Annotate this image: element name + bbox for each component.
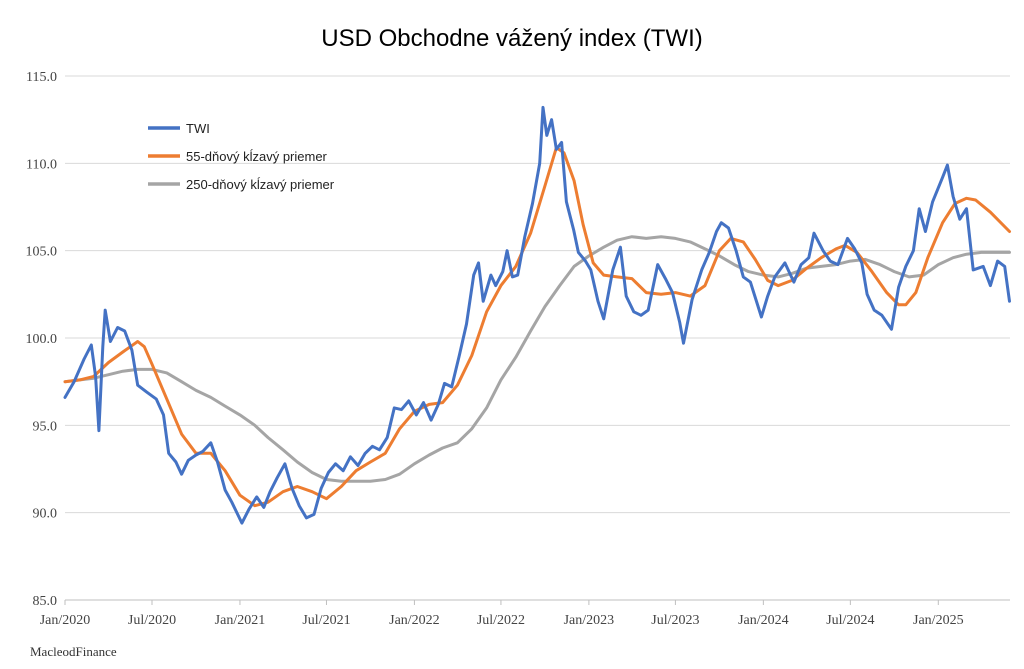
- legend-item-ma55: 55-dňový kĺzavý priemer: [148, 149, 328, 164]
- series-line-twi: [63, 105, 1011, 525]
- y-axis-ticks: 85.0 90.0 95.0 100.0 105.0 110.0 115.0: [26, 70, 58, 609]
- series-line-ma55: [63, 146, 1011, 508]
- y-tick-label: 95.0: [33, 419, 58, 434]
- x-tick-label: Jan/2021: [215, 613, 266, 628]
- chart-title: USD Obchodne vážený index (TWI): [321, 25, 702, 52]
- y-tick-label: 85.0: [33, 594, 58, 609]
- legend-label-ma250: 250-dňový kĺzavý priemer: [186, 177, 335, 192]
- x-tick-label: Jul/2021: [302, 613, 350, 628]
- series-line-ma250: [63, 235, 1011, 483]
- series-lines: [63, 105, 1011, 525]
- x-tick-label: Jan/2023: [564, 613, 615, 628]
- y-tick-label: 115.0: [26, 70, 57, 85]
- x-tick-label: Jul/2020: [128, 613, 176, 628]
- legend-item-ma250: 250-dňový kĺzavý priemer: [148, 177, 335, 192]
- x-tick-label: Jul/2023: [651, 613, 699, 628]
- x-tick-label: Jan/2022: [389, 613, 440, 628]
- credit-text: MacleodFinance: [30, 644, 117, 659]
- legend-item-twi: TWI: [148, 121, 210, 136]
- x-tick-label: Jul/2024: [826, 613, 874, 628]
- x-tick-label: Jan/2025: [913, 613, 964, 628]
- gridlines: [65, 75, 1010, 514]
- y-tick-label: 90.0: [33, 507, 58, 522]
- legend-label-twi: TWI: [186, 121, 210, 136]
- x-axis-ticks: Jan/2020 Jul/2020 Jan/2021 Jul/2021 Jan/2022…: [40, 600, 964, 628]
- legend-label-ma55: 55-dňový kĺzavý priemer: [186, 149, 328, 164]
- y-tick-label: 110.0: [26, 157, 57, 172]
- y-tick-label: 100.0: [26, 332, 58, 347]
- x-tick-label: Jan/2020: [40, 613, 91, 628]
- y-tick-label: 105.0: [26, 245, 58, 260]
- x-tick-label: Jan/2024: [738, 613, 789, 628]
- legend: TWI 55-dňový kĺzavý priemer 250-dňový kĺ…: [148, 121, 335, 192]
- x-tick-label: Jul/2022: [477, 613, 525, 628]
